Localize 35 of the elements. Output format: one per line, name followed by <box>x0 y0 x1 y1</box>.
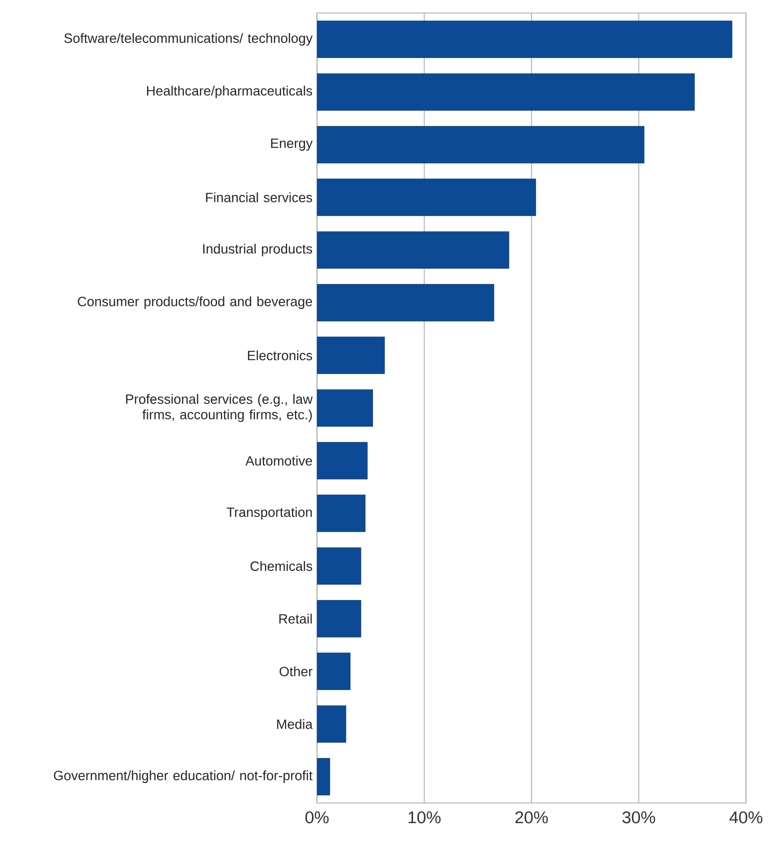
y-tick-label: Transportation <box>226 507 312 520</box>
x-tick-label: 0% <box>305 811 329 824</box>
y-tick-label: Professional services (e.g., law firms, accounting firms, etc.) <box>126 394 313 422</box>
bar <box>317 705 346 743</box>
bar <box>317 494 366 532</box>
y-tick-label: Energy <box>271 138 313 151</box>
y-tick-label: Software/telecommunications/ technology <box>64 33 313 46</box>
bar <box>317 547 362 585</box>
bar <box>317 20 732 58</box>
y-tick-label: Healthcare/pharmaceuticals <box>147 86 312 98</box>
bar <box>317 652 350 690</box>
bar <box>317 178 536 216</box>
bar <box>317 231 510 269</box>
x-tick-label: 20% <box>515 811 548 824</box>
bar <box>317 758 330 796</box>
y-tick-label: Industrial products <box>203 244 312 256</box>
y-tick-label: Retail <box>279 614 312 624</box>
x-tick-label: 30% <box>622 811 656 824</box>
bar <box>317 73 695 111</box>
y-tick-label: Chemicals <box>250 561 312 571</box>
bar <box>317 126 644 164</box>
y-tick-label: Financial services <box>206 192 312 202</box>
y-tick-label: Electronics <box>248 350 312 360</box>
x-tick-label: 10% <box>408 811 441 824</box>
bar <box>317 284 494 322</box>
x-tick-label: 40% <box>729 811 762 824</box>
bar <box>317 336 385 374</box>
y-tick-label: Automotive <box>245 456 312 466</box>
y-tick-label: Other <box>280 666 312 676</box>
y-tick-label: Government/higher education/ not-for-profit <box>54 770 313 783</box>
bar <box>317 442 368 480</box>
y-tick-label: Media <box>277 719 313 729</box>
bar <box>317 600 362 638</box>
bar <box>317 389 373 427</box>
y-tick-label: Consumer products/food and beverage <box>78 296 312 309</box>
